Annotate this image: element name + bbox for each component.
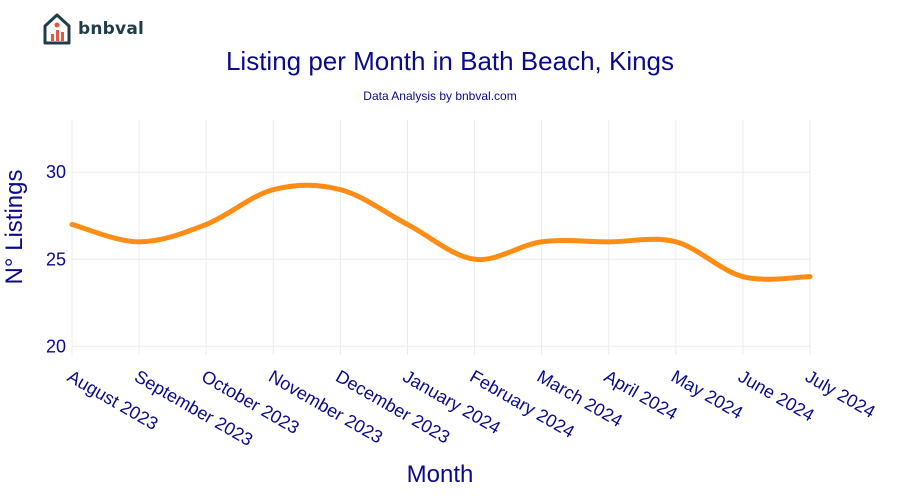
- data-point: [138, 241, 140, 243]
- data-point: [474, 258, 476, 260]
- data-point: [205, 223, 207, 225]
- x-tick-label: December 2023: [332, 366, 453, 447]
- brand-logo: bnbval: [42, 12, 144, 46]
- y-axis-title: N° Listings: [1, 170, 28, 285]
- x-axis-title: Month: [407, 461, 474, 488]
- house-chart-icon: [43, 13, 71, 45]
- data-point: [339, 189, 341, 191]
- y-gridlines: [72, 171, 810, 347]
- data-point: [272, 189, 274, 191]
- data-point: [608, 241, 610, 243]
- data-point: [742, 276, 744, 278]
- x-tick-label: May 2024: [668, 366, 746, 423]
- y-tick-label: 25: [46, 249, 66, 269]
- series-line: [69, 182, 813, 282]
- x-tick-label: November 2023: [265, 366, 386, 447]
- y-tick-label: 20: [46, 336, 66, 356]
- chart-subtitle: Data Analysis by bnbval.com: [363, 89, 516, 103]
- data-point: [809, 276, 811, 278]
- data-point: [675, 241, 677, 243]
- data-point: [406, 223, 408, 225]
- brand-name: bnbval: [78, 19, 145, 39]
- data-point: [541, 241, 543, 243]
- x-gridlines: [71, 120, 811, 355]
- data-point: [71, 223, 73, 225]
- y-tick-label: 30: [46, 162, 66, 182]
- y-tick-labels: 20 25 30: [46, 162, 66, 356]
- x-tick-label: September 2023: [131, 366, 256, 450]
- chart-title: Listing per Month in Bath Beach, Kings: [226, 46, 674, 76]
- series-layer: [69, 182, 813, 282]
- x-tick-label: June 2024: [735, 366, 818, 425]
